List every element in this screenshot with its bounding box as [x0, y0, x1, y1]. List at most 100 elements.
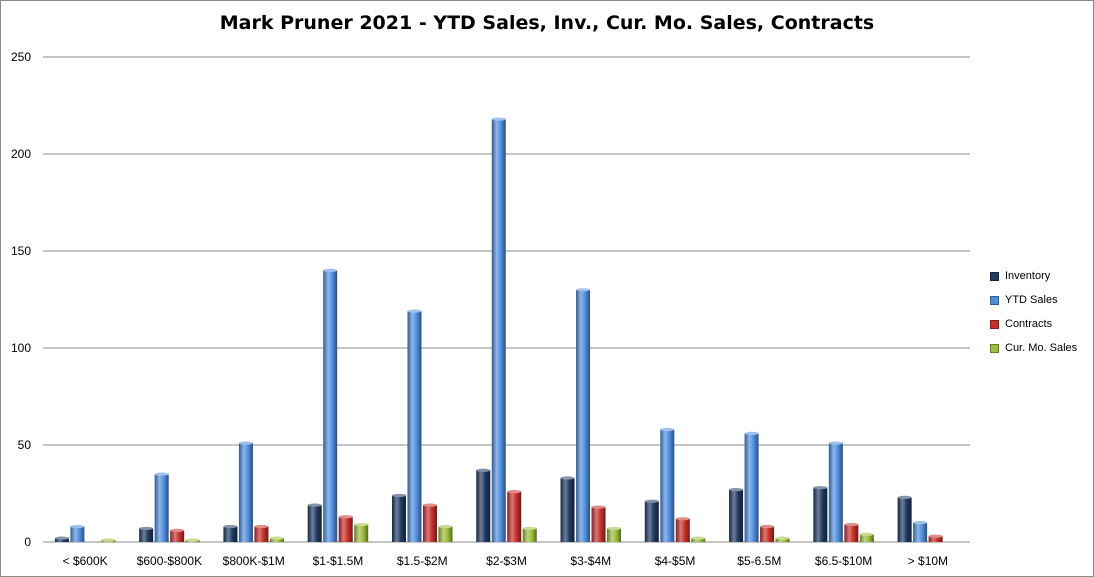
bar-cap — [913, 521, 928, 525]
bar-inventory — [223, 526, 238, 542]
bar-cap — [576, 288, 591, 292]
bar-ytd-sales — [154, 474, 169, 542]
bar-cap — [560, 476, 575, 480]
legend-swatch — [990, 271, 999, 281]
legend-item: YTD Sales — [990, 288, 1077, 312]
bar-cap — [185, 538, 200, 542]
bar-cap — [507, 489, 522, 494]
bar-cap — [154, 472, 169, 476]
bar-cap — [844, 522, 859, 527]
legend-label: Inventory — [1005, 270, 1051, 282]
legend-swatch — [990, 295, 999, 305]
bar-ytd-sales — [828, 443, 843, 542]
x-tick-label: $3-$4M — [570, 554, 611, 568]
legend-item: Cur. Mo. Sales — [990, 336, 1077, 360]
bar-cap — [139, 526, 154, 531]
bar-contracts — [254, 526, 269, 542]
bar-cap — [744, 431, 759, 435]
legend-label: YTD Sales — [1005, 294, 1058, 306]
bar-contracts — [591, 507, 606, 542]
bar-cap — [522, 526, 537, 531]
bar-ytd-sales — [323, 270, 338, 542]
bar-contracts — [338, 516, 353, 542]
bar-cap — [607, 526, 622, 531]
chart-legend: Inventory YTD Sales Contracts Cur. Mo. Sale… — [990, 264, 1077, 360]
bar-inventory — [139, 528, 154, 542]
bar-cur-mo-sales — [775, 538, 790, 542]
x-tick-label: $1-$1.5M — [313, 554, 364, 568]
legend-swatch — [990, 343, 999, 353]
y-tick-label: 200 — [11, 147, 31, 161]
bar-cap — [338, 515, 353, 519]
bar-ytd-sales — [576, 289, 591, 542]
x-tick-label: $6.5-$10M — [815, 554, 872, 568]
bar-cap — [675, 517, 690, 521]
bar-contracts — [422, 505, 437, 542]
bar-cap — [407, 309, 422, 313]
x-tick-label: $4-$5M — [655, 554, 696, 568]
bar-cap — [391, 493, 406, 498]
bar-contracts — [928, 536, 943, 542]
y-tick-label: 0 — [24, 535, 31, 549]
legend-swatch — [990, 319, 999, 329]
bar-inventory — [729, 489, 744, 542]
bar-cur-mo-sales — [438, 526, 453, 542]
bar-cap — [760, 524, 775, 529]
bar-cap — [660, 427, 675, 432]
bar-cur-mo-sales — [859, 534, 874, 542]
bar-cap — [70, 524, 85, 529]
bar-inventory — [54, 538, 69, 542]
bar-cap — [729, 488, 744, 492]
bar-cap — [269, 536, 284, 540]
bar-cap — [323, 268, 338, 272]
bar-cap — [897, 495, 912, 499]
bar-inventory — [307, 505, 322, 542]
bar-cap — [422, 503, 437, 507]
bar-cap — [775, 536, 790, 540]
bar-cur-mo-sales — [522, 528, 537, 542]
bar-contracts — [760, 526, 775, 542]
bar-cap — [813, 486, 828, 490]
bar-cap — [254, 524, 269, 529]
bar-ytd-sales — [744, 433, 759, 542]
legend-item: Inventory — [990, 264, 1077, 288]
bar-cur-mo-sales — [607, 528, 622, 542]
bar-ytd-sales — [238, 443, 253, 542]
bar-cap — [54, 536, 69, 540]
bar-contracts — [507, 491, 522, 542]
x-tick-label: > $10M — [908, 554, 948, 568]
x-tick-label: < $600K — [63, 554, 108, 568]
bar-cap — [307, 503, 322, 507]
bar-cap — [644, 499, 659, 503]
y-tick-label: 100 — [11, 341, 31, 355]
bar-ytd-sales — [660, 429, 675, 542]
y-tick-label: 50 — [18, 438, 32, 452]
chart-title: Mark Pruner 2021 - YTD Sales, Inv., Cur.… — [219, 12, 875, 34]
bar-ytd-sales — [70, 526, 85, 542]
bar-contracts — [170, 530, 185, 542]
bar-cap — [438, 524, 453, 529]
bar-cap — [101, 538, 116, 542]
legend-item: Contracts — [990, 312, 1077, 336]
x-tick-label: $600-$800K — [137, 554, 202, 568]
bar-inventory — [560, 477, 575, 542]
bar-inventory — [644, 501, 659, 542]
x-tick-label: $5-6.5M — [737, 554, 781, 568]
bar-cap — [354, 522, 369, 527]
bar-cap — [691, 536, 706, 540]
bar-inventory — [391, 495, 406, 542]
bar-ytd-sales — [407, 311, 422, 542]
bar-cap — [170, 528, 185, 532]
bar-cap — [223, 524, 238, 529]
bar-cap — [476, 468, 491, 472]
bar-cur-mo-sales — [691, 538, 706, 542]
bar-inventory — [813, 487, 828, 542]
bar-inventory — [476, 470, 491, 542]
bar-cap — [238, 441, 253, 445]
bar-ytd-sales — [491, 119, 506, 542]
bar-contracts — [675, 518, 690, 542]
bar-contracts — [844, 524, 859, 542]
bar-cap — [928, 534, 943, 538]
